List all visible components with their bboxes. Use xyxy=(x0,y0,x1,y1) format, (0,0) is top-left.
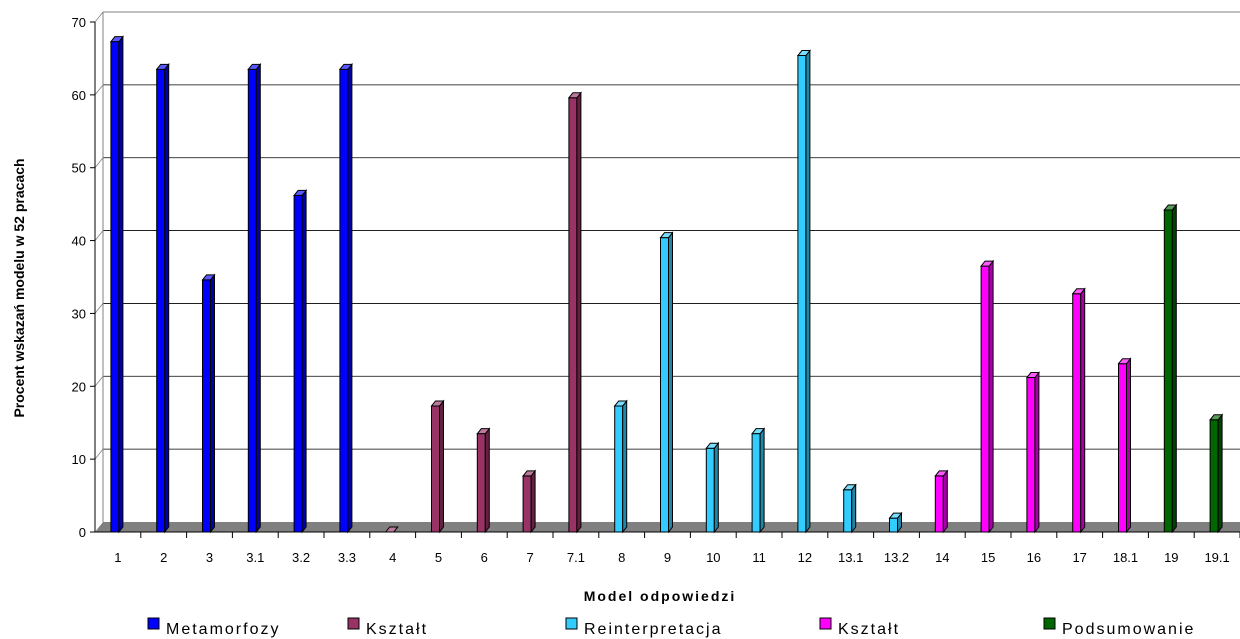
x-tick-label: 15 xyxy=(981,550,995,565)
gridline-side xyxy=(94,448,104,460)
x-tick-label: 3.2 xyxy=(292,550,310,565)
legend-swatch xyxy=(1043,617,1056,630)
x-tick-label: 9 xyxy=(664,550,671,565)
x-tick-label: 7 xyxy=(526,550,533,565)
x-tick-label: 13.2 xyxy=(884,550,909,565)
x-tick-label: 16 xyxy=(1027,550,1041,565)
legend-swatch xyxy=(565,617,578,630)
legend: Metamorfozy Kształt Reinterpretacja Kształt… xyxy=(147,617,1195,638)
x-tick-label: 3.3 xyxy=(338,550,356,565)
x-tick-label: 8 xyxy=(618,550,625,565)
x-tick-label: 19 xyxy=(1164,550,1178,565)
bar xyxy=(155,62,170,534)
x-tick-label: 1 xyxy=(114,550,121,565)
x-tick-label: 14 xyxy=(935,550,949,565)
legend-label: Kształt xyxy=(838,621,900,638)
legend-swatch xyxy=(147,617,160,630)
legend-swatch xyxy=(819,617,832,630)
y-tick-label: 0 xyxy=(79,525,86,540)
bar xyxy=(338,62,353,534)
y-tick-label: 40 xyxy=(72,234,86,249)
x-tick-label: 5 xyxy=(435,550,442,565)
bar xyxy=(751,427,766,534)
gridline-side xyxy=(94,376,104,387)
x-tick-label: 19.1 xyxy=(1204,550,1229,565)
bar xyxy=(430,399,445,534)
bar xyxy=(247,62,262,534)
gridline-side xyxy=(94,157,104,168)
x-tick-label: 2 xyxy=(160,550,167,565)
bars xyxy=(109,35,1224,534)
legend-item: Metamorfozy xyxy=(147,617,280,638)
legend-label: Kształt xyxy=(366,621,428,638)
x-tick-label: 11 xyxy=(752,550,766,565)
bar xyxy=(842,483,857,534)
gridline-side xyxy=(94,84,104,96)
bar xyxy=(934,469,949,534)
y-tick-label: 50 xyxy=(72,161,86,176)
x-tick-label: 3.1 xyxy=(246,550,264,565)
bar xyxy=(1117,357,1132,534)
y-tick-label: 10 xyxy=(72,452,86,467)
x-tick-label: 13.1 xyxy=(838,550,863,565)
bar xyxy=(796,49,811,534)
legend-item: Kształt xyxy=(819,617,900,638)
legend-swatch xyxy=(347,617,360,630)
bar xyxy=(567,91,582,534)
bar xyxy=(1071,287,1086,534)
legend-item: Kształt xyxy=(347,617,428,638)
bar xyxy=(659,231,674,534)
bar xyxy=(201,273,216,534)
x-tick-label: 3 xyxy=(206,550,213,565)
bar xyxy=(888,511,903,534)
bar xyxy=(980,259,995,534)
bar xyxy=(613,399,628,534)
bar xyxy=(109,35,124,534)
bar xyxy=(476,427,491,534)
y-tick-label: 70 xyxy=(72,15,86,30)
x-tick-label: 10 xyxy=(706,550,720,565)
gridline-side xyxy=(94,303,104,314)
x-axis-title: Model odpowiedzi xyxy=(584,588,737,604)
y-tick-label: 30 xyxy=(72,306,86,321)
legend-label: Metamorfozy xyxy=(166,621,280,638)
legend-item: Reinterpretacja xyxy=(565,617,723,638)
gridline-side xyxy=(94,11,104,23)
bar xyxy=(522,469,537,534)
legend-item: Podsumowanie xyxy=(1043,617,1195,638)
x-tick-label: 6 xyxy=(481,550,488,565)
x-tick-label: 4 xyxy=(389,550,396,565)
bar xyxy=(293,188,308,534)
y-axis-title: Procent wskazań modelu w 52 pracach xyxy=(11,158,27,417)
gridline-side xyxy=(94,230,104,241)
bar xyxy=(1025,371,1040,534)
y-tick-label: 20 xyxy=(72,379,86,394)
legend-label: Reinterpretacja xyxy=(584,621,723,638)
x-tick-label: 7.1 xyxy=(567,550,585,565)
y-tick-label: 60 xyxy=(72,88,86,103)
x-tick-label: 18.1 xyxy=(1113,550,1138,565)
bar xyxy=(1209,413,1224,534)
x-tick-label: 12 xyxy=(798,550,812,565)
legend-label: Podsumowanie xyxy=(1062,621,1195,638)
x-tick-label: 17 xyxy=(1072,550,1086,565)
bar xyxy=(1163,203,1178,534)
bar xyxy=(705,441,720,534)
